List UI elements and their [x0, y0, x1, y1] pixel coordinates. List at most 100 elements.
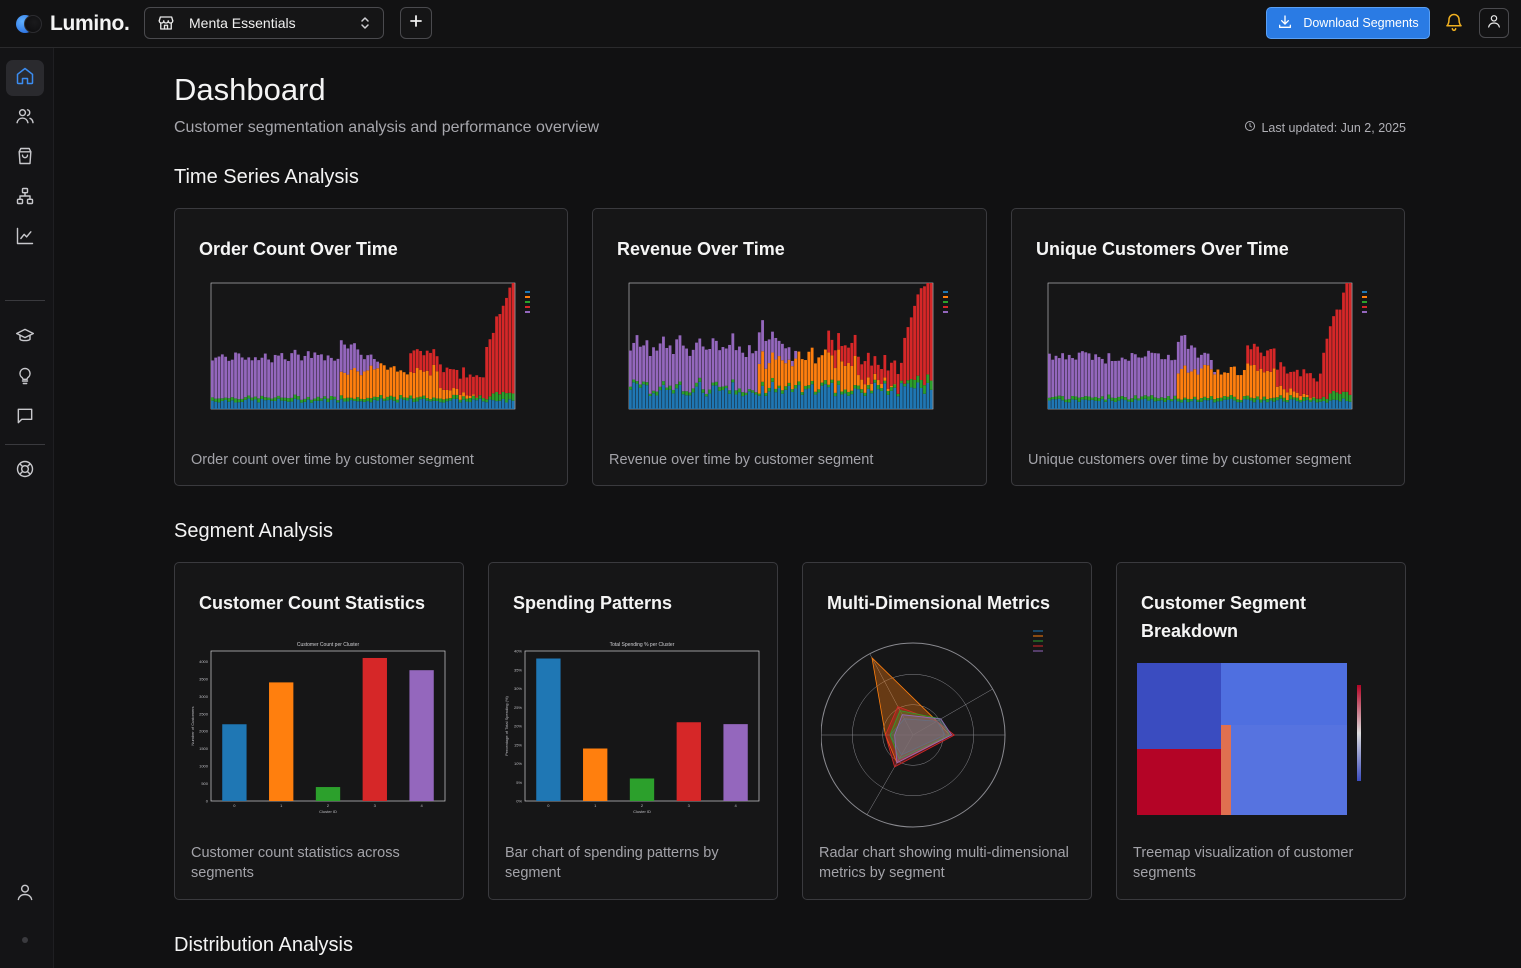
- card-title: Customer Count Statistics: [199, 593, 426, 613]
- radar-series: [871, 656, 951, 764]
- order-count-chart: [210, 282, 530, 410]
- graduation-cap-icon: [15, 326, 35, 351]
- x-tick-label: 2: [327, 803, 330, 808]
- top-bar: Lumino. Menta Essentials Download Segmen…: [0, 0, 1521, 48]
- treemap-chart: [1137, 663, 1361, 815]
- card-segment-breakdown: Customer Segment Breakdown Treemap visua…: [1116, 562, 1406, 900]
- x-tick-label: 0: [233, 803, 236, 808]
- card-spending-patterns: Spending Patterns Total Spending % per C…: [488, 562, 778, 900]
- chevron-updown-icon: [359, 16, 371, 30]
- nav-analytics[interactable]: [6, 220, 44, 256]
- y-tick-label: 500: [201, 781, 208, 786]
- bar-cluster-3: [362, 657, 387, 801]
- add-store-button[interactable]: [400, 7, 432, 39]
- card-multi-dimensional: Multi-Dimensional Metrics Radar chart sh…: [802, 562, 1092, 900]
- x-axis-label: Cluster ID: [319, 809, 337, 814]
- y-tick-label: 15%: [514, 742, 522, 747]
- customer-count-chart: Customer Count per Cluster05001000150020…: [190, 642, 446, 814]
- bar-cluster-3: [676, 722, 701, 801]
- card-customer-count: Customer Count Statistics Customer Count…: [174, 562, 464, 900]
- card-title: Unique Customers Over Time: [1036, 239, 1289, 259]
- y-tick-label: 0: [206, 799, 209, 804]
- bar-cluster-4: [409, 670, 434, 801]
- last-updated: Last updated: Jun 2, 2025: [1244, 120, 1406, 135]
- radar-series: [884, 706, 956, 768]
- chat-icon: [15, 406, 35, 431]
- legend: [1362, 291, 1367, 313]
- unique-customers-chart: [1047, 282, 1367, 410]
- revenue-chart: [628, 282, 948, 410]
- card-title: Customer Segment Breakdown: [1141, 593, 1307, 641]
- card-title: Spending Patterns: [513, 593, 673, 613]
- status-dot: [22, 937, 28, 943]
- download-segments-button[interactable]: Download Segments: [1266, 7, 1430, 39]
- y-axis-label: Number of Customers: [190, 706, 195, 745]
- card-title: Order Count Over Time: [199, 239, 398, 259]
- nav-profile[interactable]: [6, 876, 44, 912]
- y-tick-label: 25%: [514, 705, 522, 710]
- card-description: Treemap visualization of customer segmen…: [1133, 845, 1354, 881]
- card-title: Revenue Over Time: [617, 239, 785, 259]
- download-label: Download Segments: [1303, 16, 1419, 30]
- nav-support[interactable]: [6, 453, 44, 489]
- bar-cluster-1: [269, 682, 294, 801]
- treemap-cell: [1137, 749, 1221, 815]
- bar-cluster-0: [536, 658, 561, 801]
- sidebar: [0, 48, 54, 968]
- chart-title: Total Spending % per Cluster: [610, 642, 675, 648]
- card-description: Radar chart showing multi-dimensional me…: [819, 845, 1069, 881]
- x-axis-label: Cluster ID: [633, 809, 651, 814]
- nav-customers[interactable]: [6, 100, 44, 136]
- download-icon: [1277, 14, 1293, 33]
- nav-messages[interactable]: [6, 400, 44, 436]
- notifications-bell-icon[interactable]: [1444, 12, 1464, 37]
- nav-segments[interactable]: [6, 180, 44, 216]
- y-axis-label: Percentage of Total Spending (%): [504, 695, 509, 755]
- radar-series: [894, 714, 953, 764]
- section-title-segment: Segment Analysis: [174, 520, 333, 542]
- store-name: Menta Essentials: [189, 15, 296, 31]
- y-tick-label: 40%: [514, 649, 522, 654]
- user-menu-button[interactable]: [1479, 8, 1509, 38]
- radar-axis: [866, 734, 914, 815]
- legend: [525, 291, 530, 313]
- x-tick-label: 1: [280, 803, 283, 808]
- bar-cluster-2: [315, 787, 341, 801]
- user-icon: [1486, 13, 1502, 34]
- nav-home[interactable]: [6, 60, 44, 96]
- line-chart-icon: [15, 226, 35, 251]
- bar-cluster-2: [629, 778, 655, 801]
- nav-insights[interactable]: [6, 360, 44, 396]
- y-tick-label: 35%: [514, 667, 522, 672]
- store-icon: [157, 14, 175, 32]
- y-tick-label: 1000: [199, 764, 209, 769]
- nav-products[interactable]: [6, 140, 44, 176]
- lightbulb-icon: [15, 366, 35, 391]
- y-tick-label: 5%: [516, 780, 522, 785]
- radar-chart: [821, 630, 1043, 828]
- card-title: Multi-Dimensional Metrics: [827, 593, 1051, 613]
- store-selector[interactable]: Menta Essentials: [144, 7, 384, 39]
- y-tick-label: 10%: [514, 761, 522, 766]
- bar-cluster-4: [723, 724, 748, 801]
- y-tick-label: 20%: [514, 724, 522, 729]
- page-title: Dashboard: [174, 72, 326, 107]
- y-tick-label: 1500: [199, 746, 209, 751]
- card-order-count: Order Count Over Time Order count over t…: [174, 208, 568, 486]
- radar-series: [889, 710, 951, 760]
- y-tick-label: 0%: [516, 799, 522, 804]
- clock-icon: [1244, 120, 1256, 135]
- spending-chart: Total Spending % per Cluster0%5%10%15%20…: [504, 642, 760, 814]
- card-description: Bar chart of spending patterns by segmen…: [505, 845, 719, 881]
- x-tick-label: 4: [734, 803, 737, 808]
- treemap-cell: [1137, 663, 1221, 749]
- y-tick-label: 30%: [514, 686, 522, 691]
- treemap-cell: [1221, 663, 1347, 725]
- page-subtitle: Customer segmentation analysis and perfo…: [174, 119, 600, 136]
- x-tick-label: 2: [641, 803, 644, 808]
- legend: [1033, 630, 1043, 652]
- logo[interactable]: Lumino.: [14, 11, 130, 37]
- nav-learn[interactable]: [6, 320, 44, 356]
- x-tick-label: 0: [547, 803, 550, 808]
- x-tick-label: 3: [374, 803, 377, 808]
